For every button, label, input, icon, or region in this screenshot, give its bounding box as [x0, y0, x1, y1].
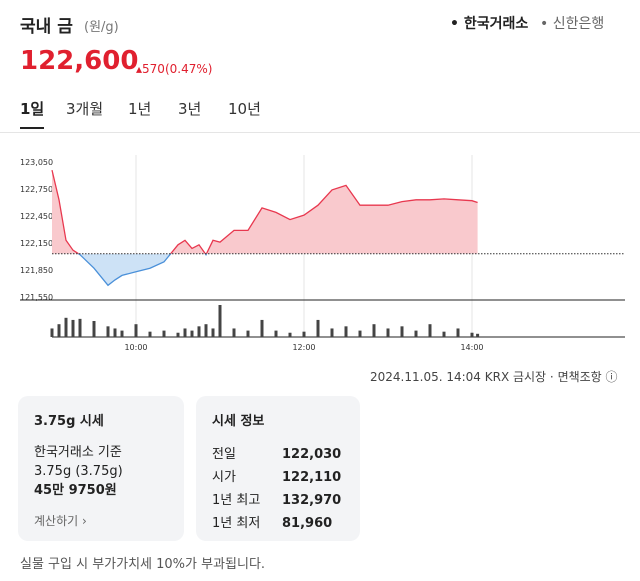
volume-bar: [288, 332, 292, 337]
volume-bar: [456, 328, 460, 337]
volume-bar: [148, 331, 152, 337]
tab[interactable]: 3개월: [66, 100, 104, 118]
volume-bar: [260, 319, 264, 337]
volume-bar: [386, 328, 390, 337]
y-tick-label: 122,150: [20, 239, 53, 248]
volume-bar: [106, 326, 110, 337]
y-tick-label: 121,550: [20, 293, 53, 302]
card: 시세 정보 전일 122,030 시가 122,110 1년 최고 132,970 1년 최…: [196, 396, 360, 541]
divider: [0, 132, 640, 133]
source-tab[interactable]: • 한국거래소: [450, 16, 529, 32]
notice: 2024.11.05. 14:04 KRX 금시장 · 면책조항 ⓘ: [370, 370, 618, 384]
price-area: [52, 170, 478, 254]
volume-bar: [190, 330, 194, 337]
chart: 10:00 12:00 14:00 121,550 121,850 122,150 122,…: [20, 155, 625, 352]
volume-bar: [470, 332, 474, 337]
tab[interactable]: 1년: [128, 100, 152, 118]
source-label: 한국거래소: [463, 16, 529, 32]
card-title: 시세 정보: [212, 414, 265, 429]
footer: 실물 구입 시 부가가치세 10%가 부과됩니다.: [20, 557, 266, 572]
unit: (원/g): [84, 20, 119, 35]
info-value: 122,110: [282, 470, 342, 485]
volume-bar: [134, 324, 138, 337]
volume-bar: [71, 319, 75, 337]
volume-bar: [92, 321, 96, 337]
volume-bar: [246, 330, 250, 337]
info-row: 1년 최고 132,970: [212, 489, 344, 512]
y-tick-label: 122,750: [20, 185, 53, 194]
info-label: 1년 최저: [212, 516, 261, 531]
change-pct: (0.47%): [164, 62, 213, 76]
info-row: 시가 122,110: [212, 466, 344, 489]
volume-bar: [442, 331, 446, 337]
info-row: 1년 최저 81,960: [212, 512, 344, 535]
volume-bar: [64, 317, 68, 337]
volume-bar: [372, 324, 376, 337]
volume-bar: [330, 328, 334, 337]
volume-bar: [57, 324, 61, 337]
info-label: 1년 최고: [212, 493, 261, 508]
info-row: 전일 122,030: [212, 443, 344, 466]
volume-bar: [120, 330, 124, 337]
volume-bar: [197, 326, 201, 337]
volume-bar: [274, 330, 278, 337]
volume-bar: [211, 328, 215, 337]
volume-bar: [204, 324, 208, 337]
timestamp: 2024.11.05. 14:04 KRX 금시장: [370, 370, 547, 384]
source-tab[interactable]: • 신한은행: [540, 16, 605, 32]
price-change: ▴570(0.47%): [136, 62, 213, 76]
volume-bar: [113, 328, 117, 337]
volume-bar: [232, 328, 236, 337]
volume-bar: [316, 319, 320, 337]
volume-bar: [183, 328, 187, 337]
volume-bar: [428, 324, 432, 337]
volume-bar: [302, 331, 306, 337]
card-title: 3.75g 시세: [34, 414, 104, 429]
volume-bar: [358, 330, 362, 337]
info-value: 132,970: [282, 493, 342, 508]
y-tick-label: 121,850: [20, 266, 53, 275]
x-tick-label: 10:00: [124, 343, 147, 352]
link[interactable]: 계산하기 ›: [34, 514, 87, 528]
amount: 45만 9750원: [34, 483, 117, 498]
info-label: 시가: [212, 470, 236, 485]
price: 122,600: [20, 46, 139, 76]
rows: 전일 122,030 시가 122,110 1년 최고 132,970 1년 최저 81,96…: [212, 443, 344, 535]
volume-bar: [78, 318, 82, 337]
tab[interactable]: 1일: [20, 98, 45, 129]
volume-bar: [476, 333, 480, 337]
info-value: 122,030: [282, 447, 342, 462]
volume-bar: [50, 328, 54, 337]
card: 3.75g 시세 한국거래소 기준 3.75g (3.75g) 45만 9750…: [18, 396, 184, 541]
x-tick-label: 12:00: [292, 343, 315, 352]
price-line: [51, 169, 478, 254]
tab[interactable]: 10년: [228, 100, 261, 118]
price-line: [77, 253, 208, 287]
volume-bar: [162, 330, 166, 337]
x-tick-label: 14:00: [460, 343, 483, 352]
y-tick-label: 123,050: [20, 158, 53, 167]
card-line: 3.75g (3.75g): [34, 464, 123, 479]
change: 570: [142, 62, 165, 76]
volume-bar: [344, 326, 348, 337]
info-label: 전일: [212, 447, 236, 462]
link-text: 계산하기: [34, 514, 79, 528]
info-value: 81,960: [282, 516, 333, 531]
title: 국내 금: [20, 17, 73, 37]
y-tick-label: 122,450: [20, 212, 53, 221]
disclaimer[interactable]: 면책조항: [557, 370, 602, 384]
source-label: 신한은행: [552, 16, 605, 32]
volume-bar: [400, 326, 404, 337]
card-line: 한국거래소 기준: [34, 445, 122, 460]
volume-bar: [176, 332, 180, 337]
volume-bar: [218, 305, 222, 337]
tab[interactable]: 3년: [178, 100, 202, 118]
volume-bar: [414, 330, 418, 337]
